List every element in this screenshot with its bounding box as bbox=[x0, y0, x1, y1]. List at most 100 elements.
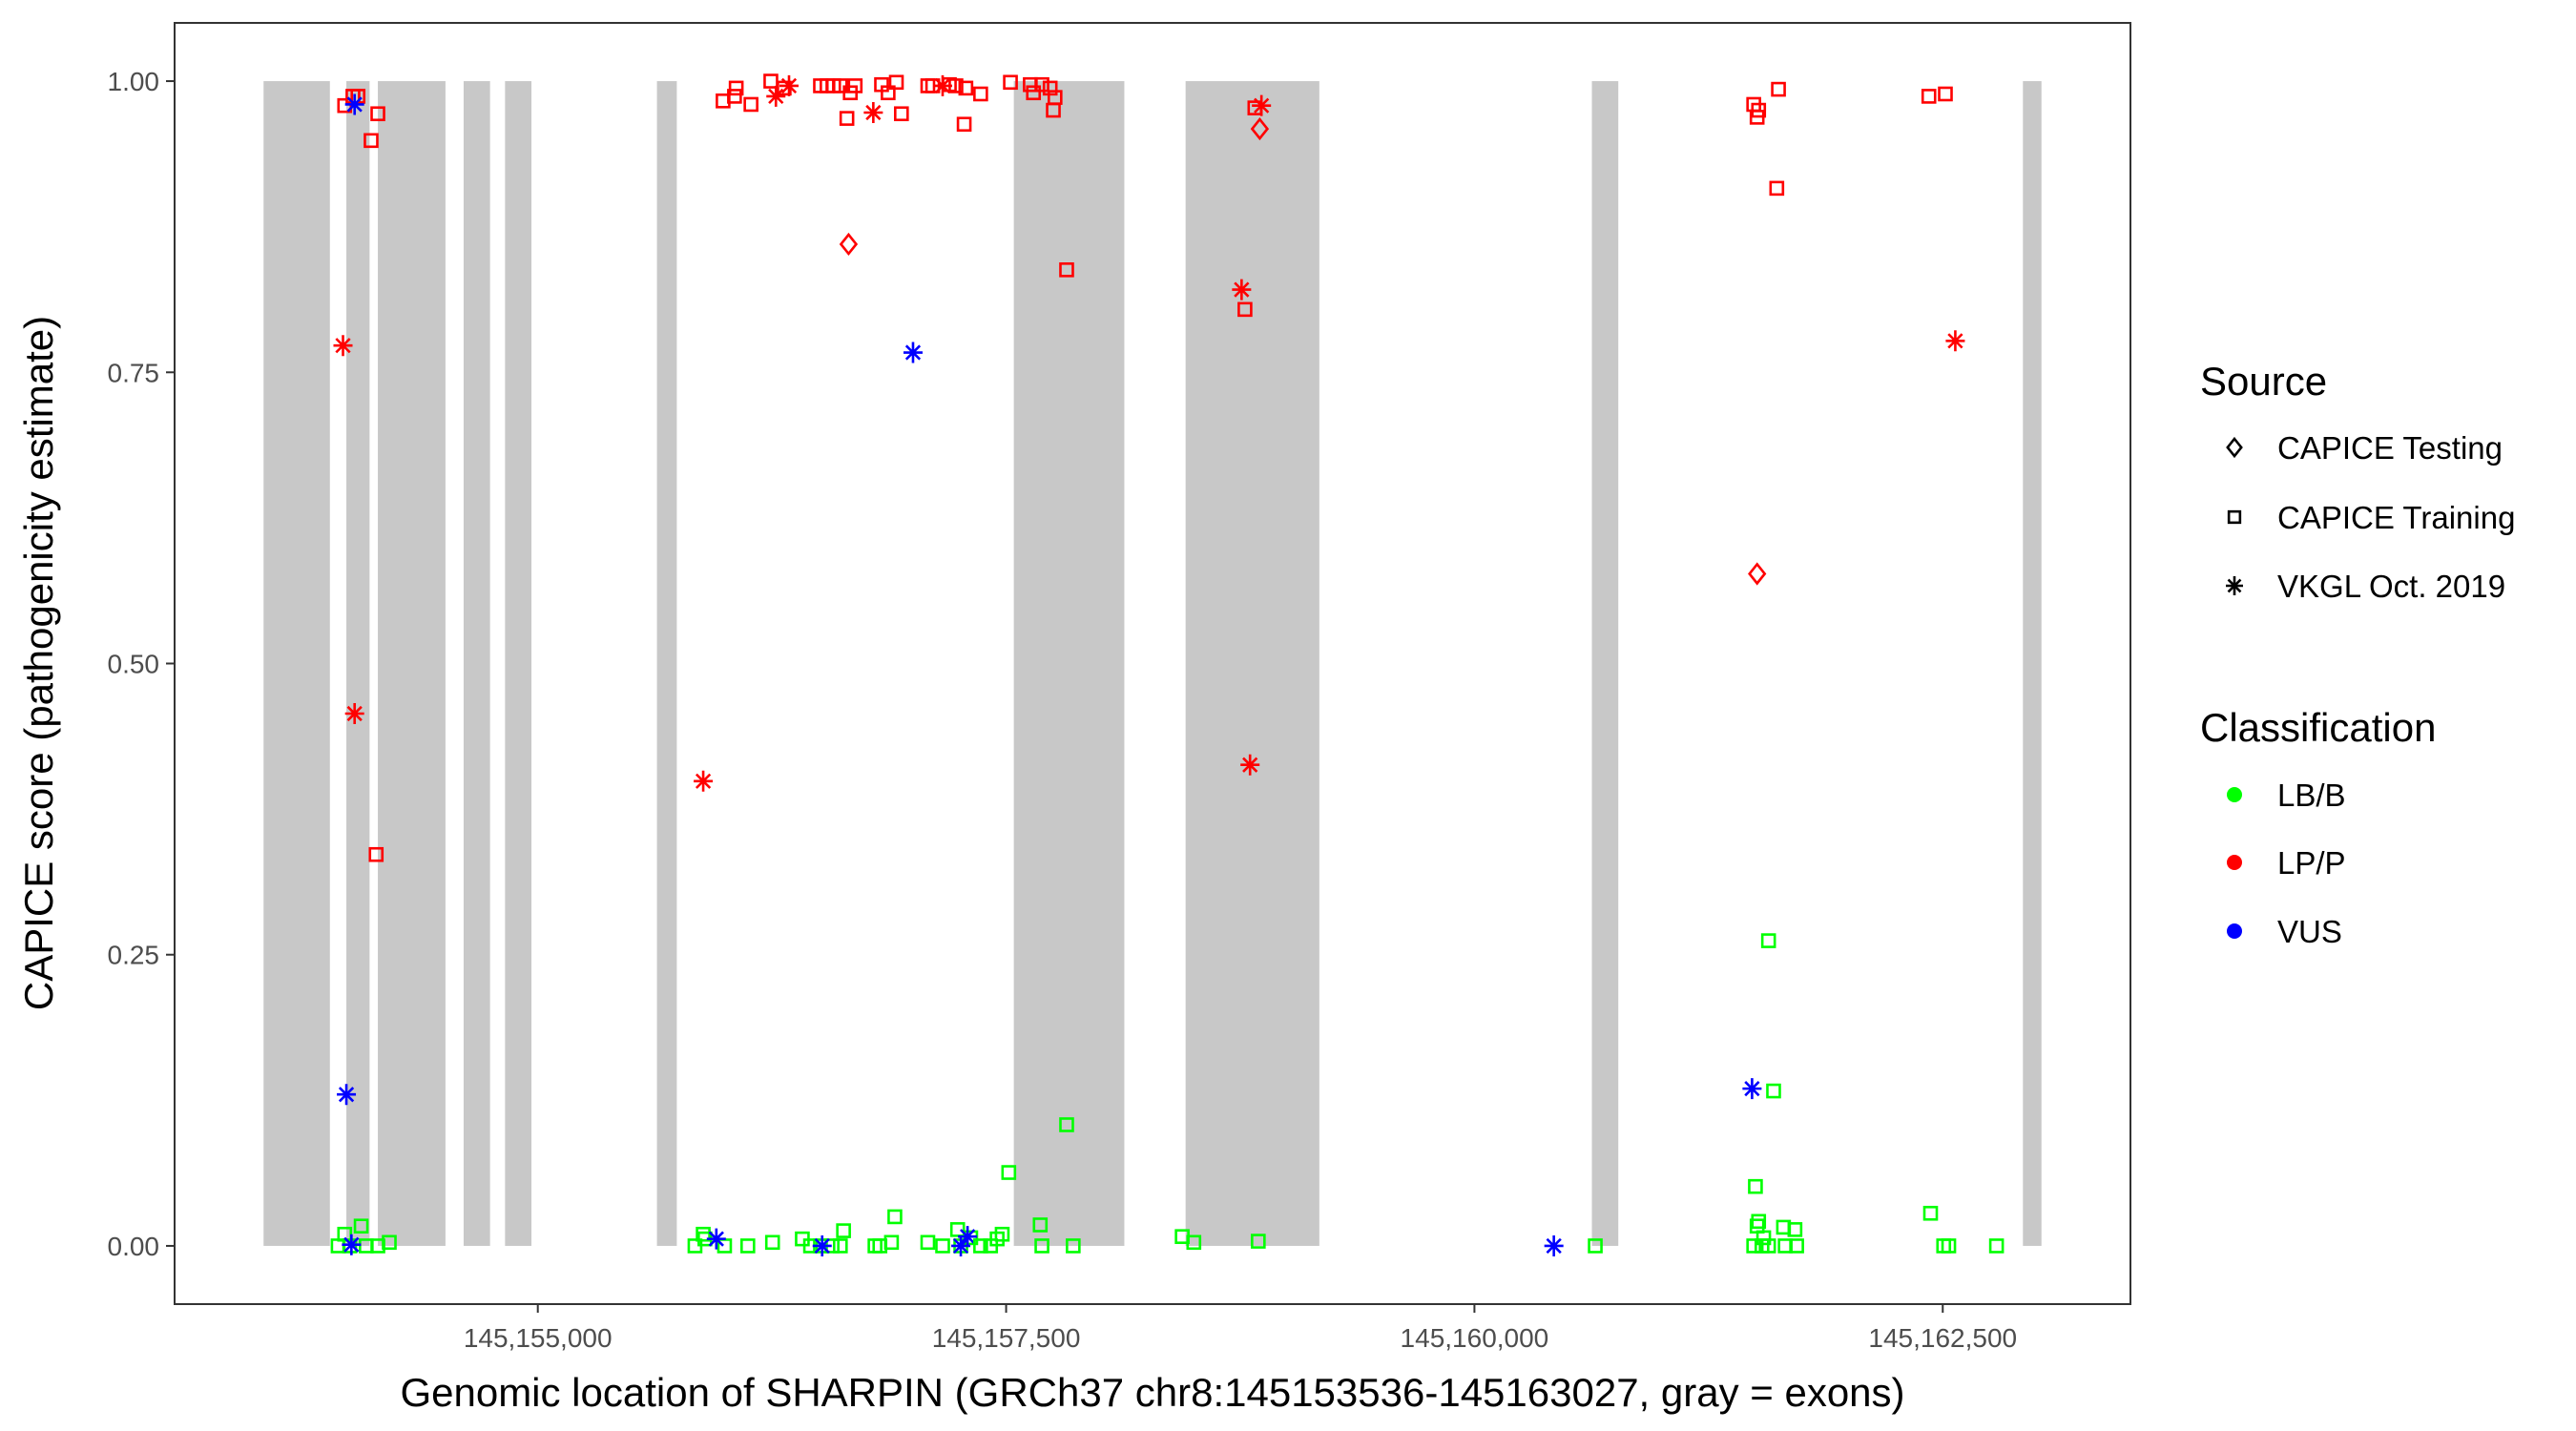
point-capice-training-lp-p bbox=[881, 85, 896, 101]
point-capice-training-lp-p bbox=[1938, 86, 1953, 102]
point-vkgl-oct-2019-lp-p bbox=[333, 335, 353, 357]
legend-source-label: CAPICE Training bbox=[2277, 500, 2515, 535]
point-capice-training-lb-b bbox=[1588, 1238, 1603, 1254]
point-capice-training-lb-b bbox=[764, 1234, 780, 1251]
x-tick-label: 145,160,000 bbox=[1401, 1323, 1549, 1353]
legend-source-label: CAPICE Testing bbox=[2277, 430, 2503, 466]
exon-bands bbox=[263, 81, 2042, 1246]
point-capice-training-lp-p bbox=[956, 116, 972, 133]
point-capice-training-lb-b bbox=[887, 1209, 903, 1225]
point-capice-training-lp-p bbox=[839, 111, 855, 126]
point-vkgl-oct-2019-vus bbox=[1742, 1078, 1762, 1100]
point-capice-training-lp-p bbox=[920, 78, 936, 93]
point-capice-training-lb-b bbox=[1766, 1083, 1781, 1099]
point-capice-training-lb-b bbox=[1751, 1213, 1767, 1230]
exon-band bbox=[378, 81, 446, 1246]
x-axis: 145,155,000 145,157,500 145,160,000 145,162… bbox=[464, 1304, 2017, 1353]
point-capice-training-lb-b bbox=[1988, 1238, 2005, 1254]
point-capice-training-lb-b bbox=[1922, 1205, 1939, 1221]
exon-band bbox=[656, 81, 677, 1246]
point-vkgl-oct-2019-vus bbox=[342, 1234, 362, 1255]
point-capice-training-lb-b bbox=[696, 1226, 711, 1242]
point-capice-training-lb-b bbox=[935, 1238, 950, 1254]
point-capice-training-lp-p bbox=[1921, 89, 1937, 104]
point-capice-training-lp-p bbox=[1059, 262, 1074, 278]
point-capice-training-lb-b bbox=[1789, 1238, 1804, 1254]
point-capice-training-lp-p bbox=[973, 86, 988, 102]
point-vkgl-oct-2019-lp-p bbox=[863, 102, 883, 124]
y-tick-label: 0.75 bbox=[108, 358, 160, 387]
x-tick-label: 145,157,500 bbox=[932, 1323, 1081, 1353]
data-points bbox=[330, 73, 2005, 1256]
point-vkgl-oct-2019-lp-p bbox=[694, 770, 714, 792]
point-capice-training-lp-p bbox=[948, 78, 964, 93]
point-capice-training-lp-p bbox=[1237, 301, 1253, 318]
point-capice-training-lb-b bbox=[1059, 1117, 1074, 1132]
point-capice-training-lb-b bbox=[867, 1238, 883, 1254]
legend-key-lb-b-dot-icon bbox=[2227, 787, 2242, 802]
x-tick-label: 145,162,500 bbox=[1868, 1323, 2017, 1353]
point-capice-training-lp-p bbox=[1771, 81, 1786, 97]
legend-key-vus-dot-icon bbox=[2227, 923, 2242, 939]
point-vkgl-oct-2019-lp-p bbox=[1240, 754, 1260, 776]
point-capice-training-lb-b bbox=[1001, 1165, 1017, 1180]
y-tick-label: 0.25 bbox=[108, 941, 160, 970]
point-capice-training-lp-p bbox=[1048, 90, 1063, 105]
point-capice-training-lp-p bbox=[1042, 80, 1058, 96]
point-capice-training-lb-b bbox=[1760, 933, 1776, 948]
point-capice-training-lp-p bbox=[743, 96, 758, 113]
legend-source-label: VKGL Oct. 2019 bbox=[2277, 569, 2505, 604]
point-capice-training-lp-p bbox=[1026, 85, 1042, 101]
legend-classification-label: LB/B bbox=[2277, 778, 2346, 813]
point-capice-training-lb-b bbox=[1066, 1238, 1081, 1254]
point-capice-testing-lp-p bbox=[1748, 562, 1767, 586]
point-vkgl-oct-2019-vus bbox=[1544, 1234, 1564, 1256]
point-capice-training-lp-p bbox=[1034, 76, 1049, 93]
point-capice-training-lb-b bbox=[1755, 1230, 1772, 1246]
point-vkgl-oct-2019-vus bbox=[903, 342, 923, 363]
legend-key-vkgl-oct-2019-icon bbox=[2226, 576, 2243, 595]
point-vkgl-oct-2019-lp-p bbox=[1252, 94, 1272, 116]
point-capice-training-lb-b bbox=[353, 1218, 369, 1234]
point-capice-training-lp-p bbox=[958, 80, 974, 96]
legend-source-title: Source bbox=[2200, 359, 2327, 404]
point-capice-training-lb-b bbox=[1787, 1222, 1803, 1237]
point-capice-training-lb-b bbox=[973, 1238, 988, 1254]
x-tick-label: 145,155,000 bbox=[464, 1323, 613, 1353]
exon-band bbox=[2023, 81, 2042, 1246]
point-capice-training-lb-b bbox=[382, 1234, 397, 1251]
legend: Source Classification CAPICE Testing CAPI… bbox=[2200, 359, 2515, 949]
point-capice-training-lp-p bbox=[368, 846, 384, 862]
point-capice-training-lb-b bbox=[832, 1238, 848, 1254]
x-axis-title: Genomic location of SHARPIN (GRCh37 chr8… bbox=[400, 1370, 1904, 1415]
point-capice-training-lp-p bbox=[364, 133, 379, 149]
point-capice-training-lp-p bbox=[763, 73, 779, 89]
point-capice-training-lb-b bbox=[1746, 1238, 1761, 1254]
point-capice-testing-lp-p bbox=[839, 232, 859, 257]
point-capice-training-lb-b bbox=[883, 1234, 900, 1251]
point-capice-training-lb-b bbox=[949, 1222, 966, 1237]
point-capice-training-lb-b bbox=[1941, 1238, 1957, 1254]
legend-key-lp-p-dot-icon bbox=[2227, 855, 2242, 870]
exon-band bbox=[505, 81, 532, 1246]
point-vkgl-oct-2019-lp-p bbox=[344, 702, 364, 724]
exon-band bbox=[463, 81, 490, 1246]
point-capice-training-lp-p bbox=[1003, 74, 1018, 91]
exon-band bbox=[1591, 81, 1619, 1246]
legend-key-capice-testing-icon bbox=[2226, 436, 2243, 459]
point-capice-training-lb-b bbox=[1034, 1238, 1049, 1254]
point-vkgl-oct-2019-lp-p bbox=[1232, 279, 1252, 301]
exon-band bbox=[1013, 81, 1125, 1246]
point-vkgl-oct-2019-lp-p bbox=[1945, 330, 1965, 352]
legend-classification-label: LP/P bbox=[2277, 845, 2346, 881]
y-tick-label: 0.00 bbox=[108, 1232, 160, 1261]
point-vkgl-oct-2019-vus bbox=[958, 1226, 978, 1248]
point-capice-training-lb-b bbox=[1251, 1234, 1266, 1249]
point-capice-training-lp-p bbox=[370, 106, 385, 122]
exon-band bbox=[346, 81, 370, 1246]
point-capice-training-lp-p bbox=[727, 89, 742, 104]
exon-band bbox=[1185, 81, 1319, 1246]
legend-classification-title: Classification bbox=[2200, 705, 2436, 750]
point-capice-training-lb-b bbox=[1760, 1238, 1776, 1254]
